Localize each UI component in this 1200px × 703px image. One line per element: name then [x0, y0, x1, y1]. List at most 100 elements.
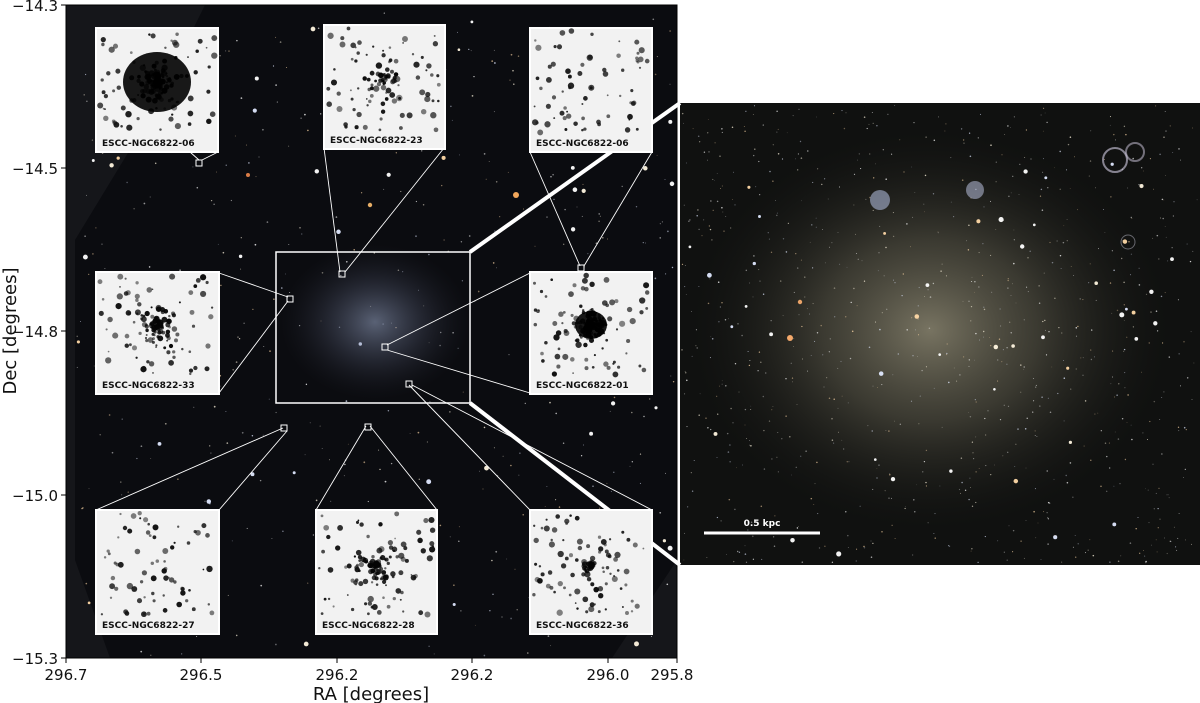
star [252, 308, 254, 311]
star [1066, 219, 1068, 221]
star [1156, 330, 1159, 332]
star [774, 199, 776, 201]
star [848, 461, 850, 463]
cutout-connector-lines [95, 147, 653, 511]
star [150, 654, 152, 656]
star [346, 594, 349, 596]
star [564, 556, 569, 561]
star [517, 55, 520, 57]
star [537, 129, 544, 136]
star [553, 334, 560, 341]
star [145, 339, 149, 343]
star [749, 282, 751, 284]
star [513, 83, 515, 85]
star [588, 337, 595, 343]
star [833, 442, 835, 444]
star [1132, 326, 1135, 328]
star [1178, 513, 1180, 514]
star [828, 351, 830, 353]
star [460, 241, 463, 243]
star [793, 345, 795, 347]
star [582, 444, 585, 446]
star [1012, 283, 1013, 285]
star [227, 594, 229, 596]
star [1186, 243, 1188, 245]
star [1041, 396, 1043, 398]
star [805, 450, 807, 452]
star [485, 178, 487, 180]
star [168, 343, 174, 349]
star [634, 39, 640, 45]
star [97, 279, 103, 285]
star [512, 69, 514, 72]
star [173, 41, 180, 48]
star [165, 329, 171, 335]
star [1149, 158, 1151, 160]
star [710, 428, 712, 431]
star [790, 537, 795, 543]
star [574, 558, 579, 562]
star [275, 84, 277, 86]
star [426, 63, 432, 69]
star [1119, 312, 1125, 318]
star [330, 79, 338, 86]
star [98, 310, 104, 316]
star [105, 357, 112, 364]
star [574, 515, 580, 521]
marker-01 [381, 343, 389, 351]
star [1169, 125, 1171, 127]
star [890, 476, 896, 482]
star [1138, 284, 1141, 286]
star [1082, 357, 1084, 359]
star [782, 315, 784, 317]
star [162, 608, 168, 613]
star [868, 123, 870, 125]
star [601, 566, 605, 570]
star [782, 238, 785, 240]
star [785, 378, 787, 380]
cutout-label: ESCC-NGC6822-33 [102, 381, 195, 391]
star [384, 97, 389, 101]
star [983, 308, 986, 311]
star [319, 425, 321, 427]
star [654, 277, 657, 280]
star [1175, 546, 1177, 548]
star [1041, 335, 1045, 340]
star [1114, 431, 1116, 433]
star [1159, 153, 1161, 156]
star [368, 99, 372, 104]
star [798, 526, 799, 527]
star [120, 105, 126, 111]
star [153, 333, 156, 337]
star [837, 407, 839, 409]
star [899, 423, 901, 425]
star [905, 506, 906, 508]
star [621, 530, 625, 534]
star [881, 531, 883, 533]
star [1090, 349, 1092, 351]
star [781, 158, 784, 160]
star [148, 266, 151, 268]
star [411, 53, 415, 56]
star [626, 537, 631, 542]
star [553, 590, 556, 594]
star [977, 137, 979, 139]
star [145, 328, 149, 333]
star [1125, 133, 1127, 136]
star [937, 232, 939, 234]
star [556, 44, 563, 50]
star [522, 514, 524, 516]
star [672, 380, 675, 383]
star [349, 89, 352, 92]
star [1145, 560, 1147, 563]
star [817, 168, 819, 170]
star [1006, 363, 1008, 365]
star [719, 306, 721, 308]
star [125, 310, 132, 316]
star [570, 165, 575, 170]
star [1047, 501, 1050, 504]
star [669, 30, 671, 32]
star [606, 114, 611, 119]
star [1013, 239, 1015, 241]
